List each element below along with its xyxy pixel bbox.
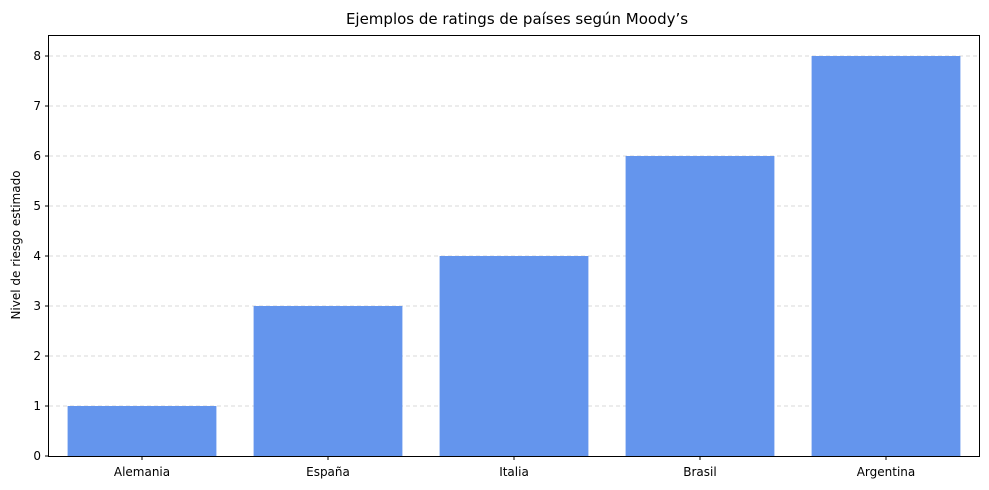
x-tick-label: Argentina	[857, 465, 916, 479]
y-tick-label: 5	[33, 199, 41, 213]
y-tick-label: 8	[33, 49, 41, 63]
bars	[67, 56, 961, 456]
y-tick-label: 4	[33, 249, 41, 263]
y-tick-label: 2	[33, 349, 41, 363]
y-tick-label: 7	[33, 99, 41, 113]
y-tick-label: 3	[33, 299, 41, 313]
y-tick-label: 1	[33, 399, 41, 413]
y-axis-ticks: 0 1 2 3 4 5 6 7 8	[33, 49, 49, 463]
y-tick-label: 0	[33, 449, 41, 463]
bar-0	[67, 406, 217, 456]
y-tick-label: 6	[33, 149, 41, 163]
bar-1	[253, 306, 403, 456]
bar-4	[811, 56, 961, 456]
bar-2	[439, 256, 589, 456]
bar-3	[625, 156, 775, 456]
x-axis-ticks: Alemania España Italia Brasil Argentina	[114, 456, 915, 479]
chart-title: Ejemplos de ratings de países según Mood…	[346, 10, 688, 28]
x-tick-label: Alemania	[114, 465, 170, 479]
x-tick-label: Italia	[499, 465, 529, 479]
y-axis-label: Nivel de riesgo estimado	[9, 170, 23, 319]
x-tick-label: Brasil	[683, 465, 716, 479]
x-tick-label: España	[306, 465, 350, 479]
